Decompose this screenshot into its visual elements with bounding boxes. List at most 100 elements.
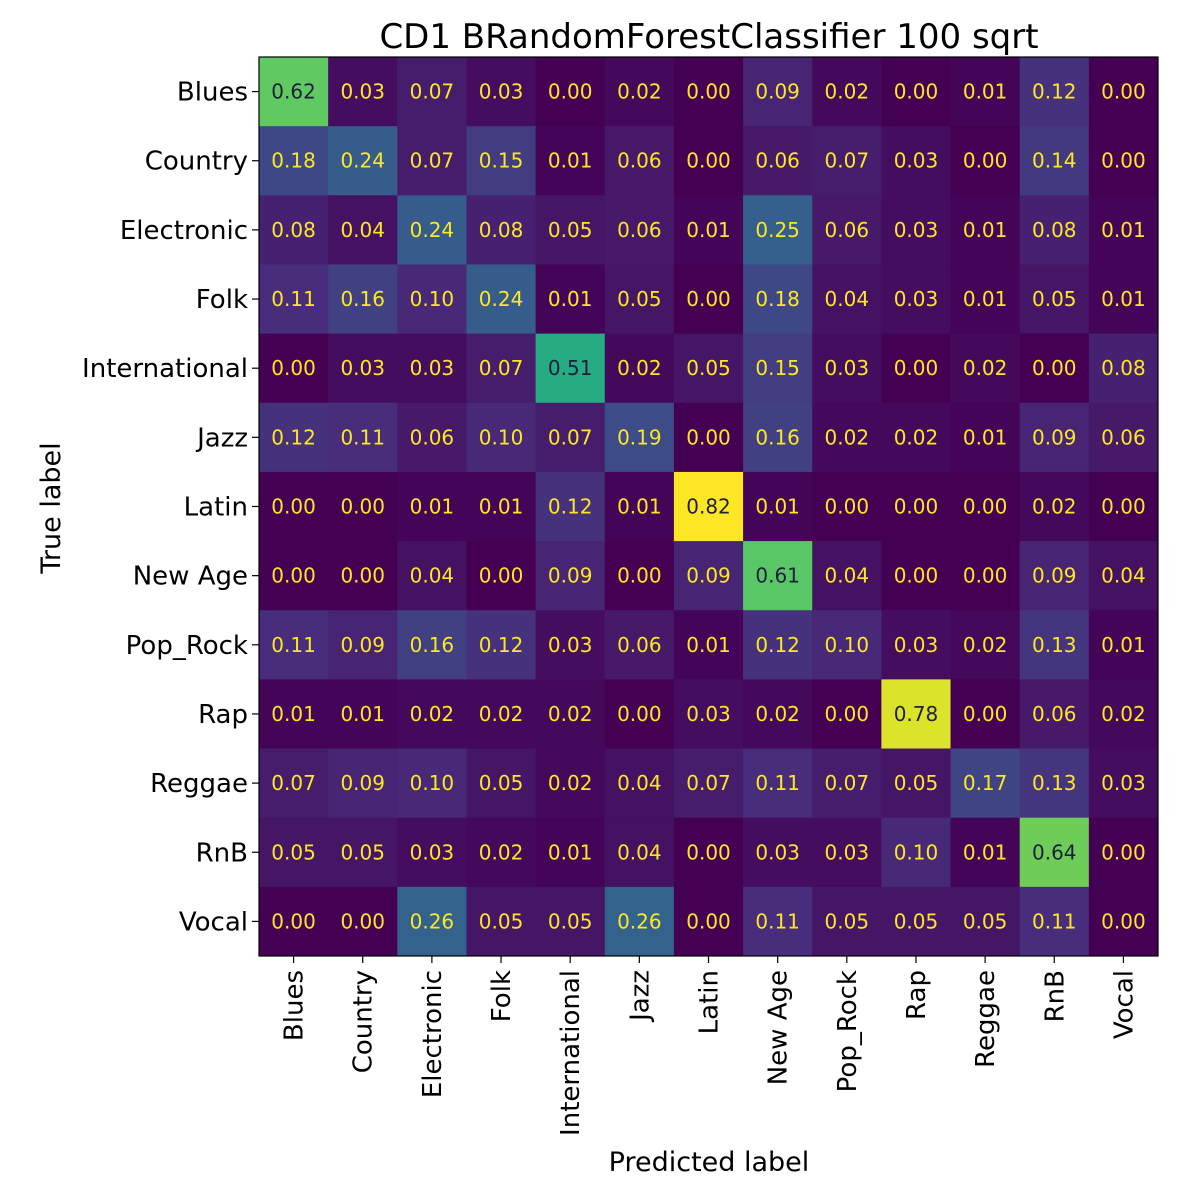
cell-value-label: 0.16: [410, 633, 455, 657]
heatmap-cell: [950, 541, 1021, 611]
cell-value-label: 0.09: [340, 633, 385, 657]
heatmap-cell: [397, 333, 467, 404]
cell-value-label: 0.04: [617, 840, 662, 864]
cell-value-label: 0.24: [410, 218, 455, 242]
heatmap-cell: [673, 541, 744, 611]
cell-value-label: 0.01: [686, 218, 731, 242]
cell-value-label: 0.03: [825, 840, 870, 864]
cell-value-label: 0.04: [825, 287, 870, 311]
heatmap-cell: [1088, 333, 1159, 404]
x-tick-label: New Age: [764, 970, 794, 1085]
heatmap-cell: [1088, 471, 1159, 542]
cell-value-label: 0.10: [479, 425, 524, 449]
heatmap-cell: [259, 57, 329, 127]
cell-value-label: 0.06: [755, 149, 800, 173]
cell-value-label: 0.01: [963, 287, 1008, 311]
cell-value-label: 0.01: [410, 495, 455, 519]
heatmap-cell: [881, 333, 952, 404]
cell-value-label: 0.00: [894, 80, 939, 104]
y-tick-label: RnB: [196, 838, 248, 868]
cell-value-label: 0.01: [548, 287, 593, 311]
heatmap-cell: [535, 886, 606, 957]
cell-value-label: 0.00: [340, 909, 385, 933]
heatmap-cell: [397, 748, 467, 819]
heatmap-cell: [397, 610, 467, 680]
heatmap-cell: [881, 195, 952, 265]
cell-value-label: 0.14: [1032, 149, 1077, 173]
heatmap-cell: [535, 402, 606, 473]
heatmap-cell: [259, 679, 329, 750]
cell-value-label: 0.12: [1032, 80, 1077, 104]
heatmap-cell: [950, 195, 1021, 265]
cell-value-label: 0.08: [479, 218, 524, 242]
heatmap-cell: [950, 471, 1021, 542]
heatmap-cell: [881, 126, 952, 196]
heatmap-cell: [259, 264, 329, 335]
cell-value-label: 0.00: [271, 495, 316, 519]
heatmap-cell: [881, 748, 952, 819]
y-tick-label: Blues: [177, 78, 248, 108]
cell-value-label: 0.03: [479, 80, 524, 104]
cell-value-label: 0.00: [963, 495, 1008, 519]
cell-value-label: 0.03: [1101, 771, 1146, 795]
cell-value-label: 0.07: [410, 149, 455, 173]
cell-value-label: 0.00: [686, 909, 731, 933]
y-tick-label: Electronic: [120, 216, 248, 246]
cell-value-label: 0.05: [271, 840, 316, 864]
cell-value-label: 0.06: [617, 633, 662, 657]
cell-value-label: 0.10: [410, 287, 455, 311]
cell-value-label: 0.12: [548, 495, 593, 519]
cell-value-label: 0.18: [755, 287, 800, 311]
heatmap-cell: [673, 748, 744, 819]
cell-value-label: 0.00: [963, 702, 1008, 726]
cell-value-label: 0.05: [548, 909, 593, 933]
cell-value-label: 0.05: [548, 218, 593, 242]
heatmap-cell: [1019, 817, 1090, 888]
cell-value-label: 0.02: [548, 771, 593, 795]
cell-value-label: 0.05: [617, 287, 662, 311]
heatmap-cell: [397, 817, 467, 888]
cell-value-label: 0.11: [271, 287, 316, 311]
heatmap-cell: [881, 610, 952, 680]
heatmap-cell: [673, 195, 744, 265]
cell-value-label: 0.00: [686, 149, 731, 173]
cell-value-label: 0.03: [894, 633, 939, 657]
x-axis-title: Predicted label: [609, 1147, 810, 1178]
cell-value-label: 0.05: [825, 909, 870, 933]
cell-value-label: 0.05: [479, 771, 524, 795]
cell-value-label: 0.00: [686, 80, 731, 104]
heatmap-cell: [673, 886, 744, 957]
cell-value-label: 0.03: [340, 356, 385, 380]
cell-value-label: 0.01: [340, 702, 385, 726]
heatmap-cell: [259, 748, 329, 819]
cell-value-label: 0.06: [410, 425, 455, 449]
heatmap-cell: [1088, 748, 1159, 819]
cell-value-label: 0.03: [686, 702, 731, 726]
cell-value-label: 0.51: [548, 356, 593, 380]
cell-value-label: 0.16: [340, 287, 385, 311]
heatmap-cell: [1088, 57, 1159, 127]
cell-value-label: 0.09: [1032, 564, 1077, 588]
heatmap-cell: [1019, 886, 1090, 957]
cell-value-label: 0.04: [825, 564, 870, 588]
cell-value-label: 0.26: [410, 909, 455, 933]
cell-value-label: 0.01: [479, 495, 524, 519]
cell-value-label: 0.12: [271, 425, 316, 449]
cell-value-label: 0.07: [686, 771, 731, 795]
cell-value-label: 0.03: [825, 356, 870, 380]
heatmap-cell: [466, 886, 537, 957]
heatmap-cell: [1019, 541, 1090, 611]
cell-value-label: 0.03: [548, 633, 593, 657]
cell-value-label: 0.07: [825, 771, 870, 795]
heatmap-cell: [535, 679, 606, 750]
heatmap-cell: [328, 195, 398, 265]
heatmap-cell: [1088, 886, 1159, 957]
heatmap-cell: [812, 333, 882, 404]
cell-value-label: 0.19: [617, 425, 662, 449]
heatmap-cell: [1088, 402, 1159, 473]
cell-value-label: 0.09: [340, 771, 385, 795]
x-tick-label: Electronic: [418, 970, 448, 1098]
heatmap-cell: [881, 471, 952, 542]
cell-value-label: 0.06: [617, 149, 662, 173]
heatmap-cell: [950, 57, 1021, 127]
